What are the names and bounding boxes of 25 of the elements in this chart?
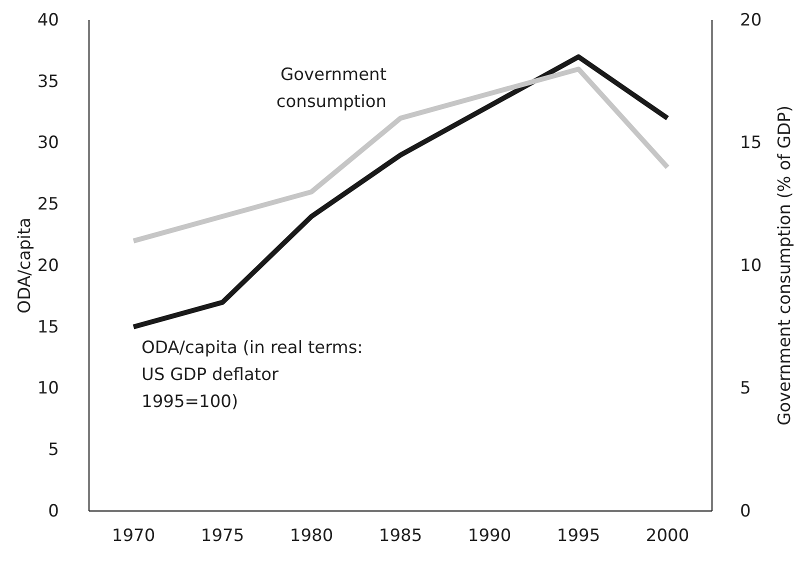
y-tick-label: 15 [37, 317, 59, 338]
x-tick-label: 1985 [378, 526, 422, 546]
x-tick-label: 1995 [556, 526, 600, 546]
y-tick-label: 0 [48, 501, 59, 522]
series-label: Government consumption [276, 65, 387, 112]
x-tick-label: 1980 [290, 526, 334, 546]
y-axis-title: ODA/capita [15, 218, 35, 314]
x-tick-label: 1975 [200, 526, 244, 546]
y-tick-label: 20 [37, 256, 59, 276]
y-tick-label: 10 [37, 378, 59, 399]
y2-tick-label: 10 [740, 256, 762, 276]
y2-tick-label: 20 [740, 10, 762, 30]
y2-axis-title: Government consumption (% of GDP) [775, 105, 795, 426]
x-tick-label: 2000 [646, 526, 690, 546]
series-label: ODA/capita (in real terms: US GDP deflator 1995=100) [142, 338, 363, 412]
y2-tick-label: 5 [740, 378, 751, 399]
y-tick-label: 35 [37, 72, 59, 92]
x-tick-label: 1990 [468, 526, 512, 546]
y-tick-label: 5 [48, 440, 59, 460]
y-tick-label: 30 [37, 133, 59, 154]
x-tick-label: 1970 [112, 526, 156, 546]
y2-tick-label: 15 [740, 133, 762, 154]
y2-tick-label: 0 [740, 501, 751, 522]
y-tick-label: 40 [37, 10, 59, 30]
y-tick-label: 25 [37, 194, 59, 215]
